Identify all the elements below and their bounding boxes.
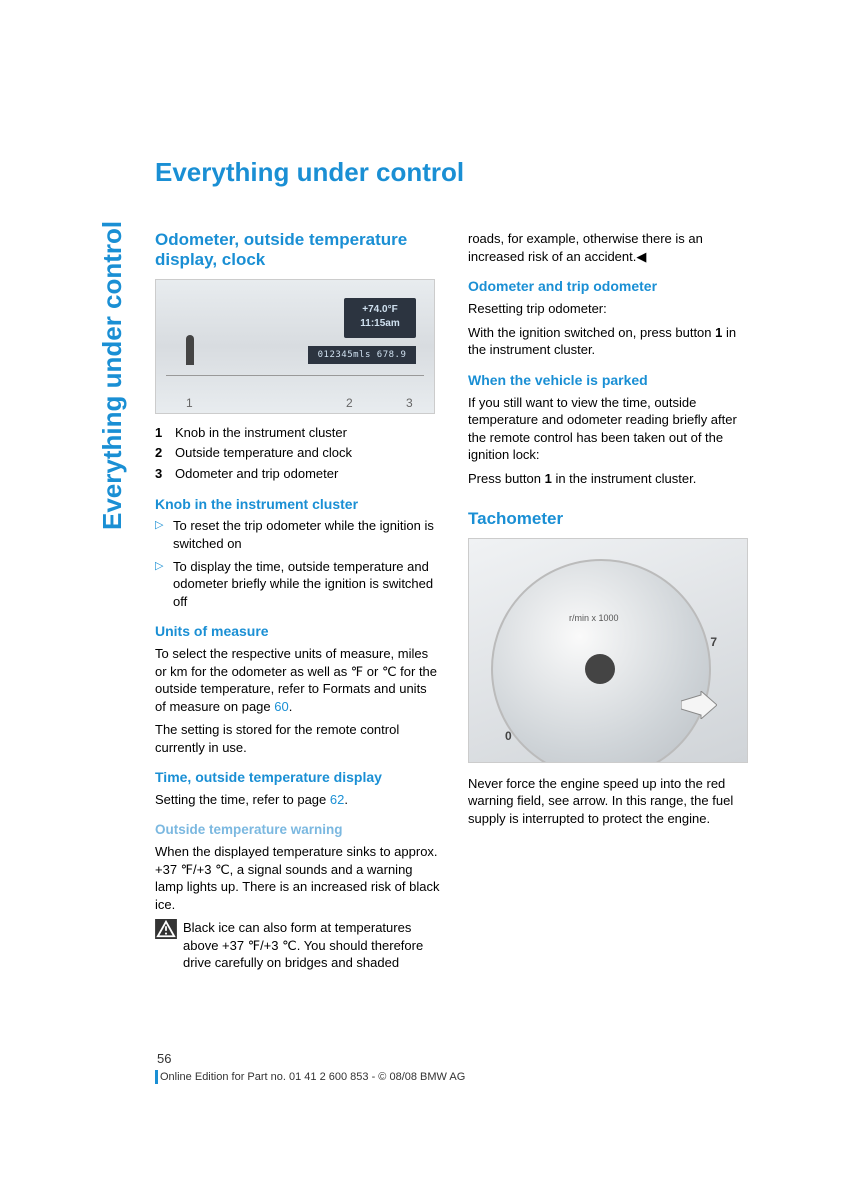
page-footer: 56 Online Edition for Part no. 01 41 2 6… [155,1050,465,1084]
bullet-item: ▷ To reset the trip odometer while the i… [155,517,440,552]
warning-triangle-icon [155,919,177,939]
text: Setting the time, refer to page [155,792,330,807]
callout-2: 2 [346,395,353,411]
warning-note: Black ice can also form at temperatures … [155,919,440,972]
text: roads, for example, otherwise there is a… [468,231,703,264]
tach-hub [585,654,615,684]
time-paragraph: Setting the time, refer to page 62. [155,791,440,809]
triangle-bullet-icon: ▷ [155,558,173,611]
heading-odometer: Odometer, outside temperature display, c… [155,230,440,271]
lcd-temp: +74.0°F [344,303,416,317]
parked-paragraph-2: Press button 1 in the instrument cluster… [468,470,753,488]
arrow-icon [681,691,717,724]
tach-unit-label: r/min x 1000 [569,612,619,624]
heading-odo-trip: Odometer and trip odometer [468,277,753,296]
warning-paragraph-1: When the displayed temperature sinks to … [155,843,440,913]
page-title: Everything under control [155,155,755,190]
legend-text: Outside temperature and clock [175,444,352,462]
heading-knob: Knob in the instrument cluster [155,495,440,514]
page-ref-link[interactable]: 60 [274,699,288,714]
callout-3: 3 [406,395,413,411]
page-ref-link[interactable]: 62 [330,792,344,807]
legend-row: 1 Knob in the instrument cluster [155,424,440,442]
side-section-label: Everything under control [95,221,130,530]
footer-bar-icon [155,1070,158,1084]
bullet-text: To reset the trip odometer while the ign… [173,517,440,552]
text: To select the respective units of measur… [155,646,437,714]
legend-row: 3 Odometer and trip odometer [155,465,440,483]
tachometer-figure: r/min x 1000 0 7 [468,538,748,763]
triangle-bullet-icon: ▷ [155,517,173,552]
tach-caption: Never force the engine speed up into the… [468,775,753,828]
instrument-cluster-figure: +74.0°F 11:15am 012345mls 678.9 1 2 3 [155,279,435,414]
page-number: 56 [155,1050,465,1068]
heading-outside-temp-warning: Outside temperature warning [155,821,440,839]
odo-paragraph-1: Resetting trip odometer: [468,300,753,318]
edition-text: Online Edition for Part no. 01 41 2 600 … [160,1071,465,1083]
heading-time-temp: Time, outside temperature display [155,768,440,787]
heading-tachometer: Tachometer [468,509,753,529]
lcd-temp-time: +74.0°F 11:15am [344,298,416,338]
legend-num: 1 [155,424,175,442]
units-paragraph-2: The setting is stored for the remote con… [155,721,440,756]
continuation-paragraph: roads, for example, otherwise there is a… [468,230,753,265]
warning-text: Black ice can also form at temperatures … [183,919,440,972]
figure-ruler [166,375,424,376]
tach-scale-max: 7 [710,634,717,650]
legend-num: 2 [155,444,175,462]
callout-1: 1 [186,395,193,411]
legend-num: 3 [155,465,175,483]
legend-text: Knob in the instrument cluster [175,424,347,442]
text: . [344,792,348,807]
heading-parked: When the vehicle is parked [468,371,753,390]
bullet-text: To display the time, outside temperature… [173,558,440,611]
bullet-item: ▷ To display the time, outside temperatu… [155,558,440,611]
knob-graphic [186,335,194,365]
right-column: roads, for example, otherwise there is a… [468,230,753,978]
lcd-time: 11:15am [344,317,416,331]
two-column-layout: Odometer, outside temperature display, c… [155,230,755,978]
heading-units: Units of measure [155,622,440,641]
units-paragraph-1: To select the respective units of measur… [155,645,440,715]
button-ref: 1 [545,471,552,486]
edition-line: Online Edition for Part no. 01 41 2 600 … [155,1070,465,1085]
legend-row: 2 Outside temperature and clock [155,444,440,462]
text: With the ignition switched on, press but… [468,325,715,340]
text: . [289,699,293,714]
parked-paragraph-1: If you still want to view the time, outs… [468,394,753,464]
left-column: Odometer, outside temperature display, c… [155,230,440,978]
legend-text: Odometer and trip odometer [175,465,338,483]
text: in the instrument cluster. [552,471,697,486]
tach-scale-min: 0 [505,728,512,744]
lcd-odometer: 012345mls 678.9 [308,346,416,364]
page-content: Everything under control Odometer, outsi… [155,155,755,978]
text: Press button [468,471,545,486]
odo-paragraph-2: With the ignition switched on, press but… [468,324,753,359]
